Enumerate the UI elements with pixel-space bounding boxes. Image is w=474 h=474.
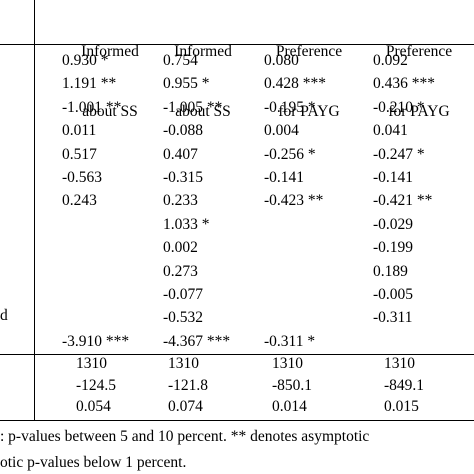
coef-cell-r10-c4: 0.189 [373,262,408,280]
stat-cell-r1-c4: 1310 [384,355,415,372]
stats-rule [0,354,474,356]
coef-cell-r3-c3: -0.195 * [264,98,316,116]
coef-cell-r12-c2: -0.532 [163,309,204,327]
column-header-4-line1: Preference [385,43,453,60]
column-header-2-line1: Informed [174,43,232,60]
coef-cell-r7-c3: -0.423 ** [264,192,324,210]
coef-cell-r9-c2: 0.002 [163,239,198,257]
column-header-3: Preference for PAYG [254,2,364,162]
stat-cell-r3-c4: 0.015 [384,398,419,415]
stat-cell-r1-c1: 1310 [76,355,107,372]
coef-cell-r1-c3: 0.080 [264,52,299,69]
column-header-1-line1: Informed [81,43,139,60]
column-header-1: Informed about SS [55,2,165,162]
coef-cell-r1-c4: 0.092 [373,52,408,69]
row-label-fragment: d [0,307,8,324]
coef-cell-r1-c1: 0.930 * [62,52,109,69]
header-rule [0,44,474,46]
stat-cell-r2-c4: -849.1 [384,376,425,394]
coef-cell-r10-c2: 0.273 [163,262,198,280]
coef-cell-r5-c3: -0.256 * [264,145,316,163]
coef-cell-r4-c4: 0.041 [373,122,408,140]
coef-cell-r2-c1: 1.191 ** [62,75,117,93]
stat-cell-r1-c3: 1310 [272,355,303,372]
column-header-3-line1: Preference [275,43,343,60]
footnote-line-1: : p-values between 5 and 10 percent. ** … [0,428,370,445]
coef-cell-r13-c3: -0.311 * [264,332,316,350]
column-header-3-line2: for PAYG [278,103,340,120]
coef-cell-r4-c1: 0.011 [62,122,97,140]
stat-cell-r2-c1: -124.5 [76,376,117,394]
stat-cell-r3-c1: 0.054 [76,398,111,415]
coef-cell-r3-c1: -1.001 ** [62,98,122,116]
coef-cell-r11-c4: -0.005 [373,286,414,303]
coef-cell-r7-c4: -0.421 ** [373,192,433,210]
coef-cell-r8-c2: 1.033 * [163,215,210,233]
coef-cell-r6-c1: -0.563 [62,169,103,186]
column-header-4: Preference for PAYG [364,2,474,162]
column-header-1-line2: about SS [82,103,138,120]
coef-cell-r3-c2: -1.005 ** [163,98,223,116]
coef-cell-r9-c4: -0.199 [373,239,414,257]
coef-cell-r5-c1: 0.517 [62,145,97,163]
coef-cell-r2-c3: 0.428 *** [264,75,326,93]
coef-cell-r7-c2: 0.233 [163,192,198,210]
coef-cell-r3-c4: -0.210 * [373,98,425,116]
coef-cell-r12-c4: -0.311 [373,309,413,327]
stat-cell-r1-c2: 1310 [168,355,199,372]
stat-cell-r3-c3: 0.014 [272,398,307,415]
coef-cell-r2-c2: 0.955 * [163,75,210,93]
coef-cell-r11-c2: -0.077 [163,286,204,303]
table-left-border [34,0,36,420]
coef-cell-r1-c2: 0.754 [163,52,198,69]
coef-cell-r6-c4: -0.141 [373,169,414,186]
stat-cell-r3-c2: 0.074 [168,398,203,415]
coef-cell-r5-c2: 0.407 [163,145,198,163]
stat-cell-r2-c3: -850.1 [272,376,313,394]
column-header-4-line2: for PAYG [388,103,450,120]
coef-cell-r6-c2: -0.315 [163,169,204,186]
coef-cell-r4-c3: 0.004 [264,122,299,140]
coef-cell-r5-c4: -0.247 * [373,145,425,163]
bottom-rule [0,420,474,422]
coef-cell-r4-c2: -0.088 [163,122,204,140]
coef-cell-r13-c2: -4.367 *** [163,332,231,350]
column-header-2: Informed about SS [148,2,258,162]
coef-cell-r2-c4: 0.436 *** [373,75,435,93]
column-header-2-line2: about SS [175,103,231,120]
coef-cell-r8-c4: -0.029 [373,215,414,233]
coef-cell-r13-c1: -3.910 *** [62,332,130,350]
coef-cell-r7-c1: 0.243 [62,192,97,210]
coef-cell-r6-c3: -0.141 [264,169,305,186]
footnote-line-2: otic p-values below 1 percent. [0,454,187,471]
stat-cell-r2-c2: -121.8 [168,376,209,394]
